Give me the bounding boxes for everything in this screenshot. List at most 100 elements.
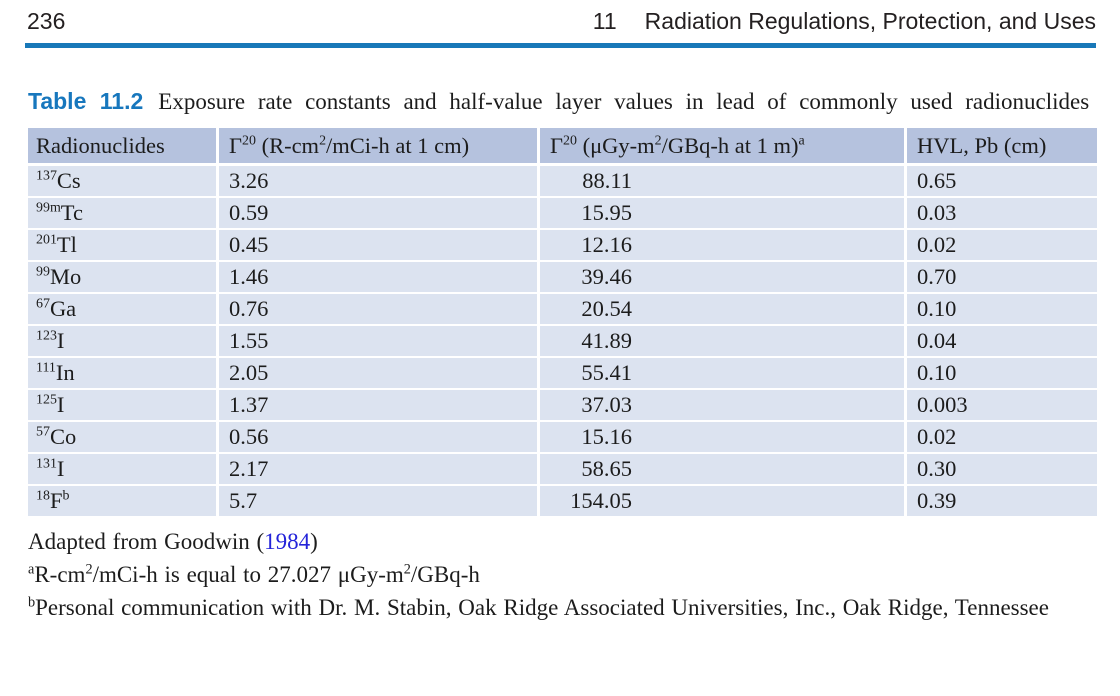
text-run: Tc [60,200,83,225]
text-run: Γ [550,132,564,158]
table-header-row: Radionuclides Γ20 (R-cm2/mCi-h at 1 cm) Γ2… [28,128,1097,166]
table-row: 57Co 0.56 15.16 0.02 [28,422,1097,454]
superscript: 2 [319,133,327,148]
superscript: 2 [85,561,93,578]
gamma-si-value: 41.89 [581,328,632,353]
gamma-si-cell: 39.46 [540,262,907,294]
text-run: (μGy-m [576,132,655,158]
hvl-cell: 0.02 [907,422,1097,454]
hvl-cell: 0.65 [907,166,1097,198]
footnotes: Adapted from Goodwin (1984) aR-cm2/mCi-h … [28,525,1097,624]
superscript: 123 [36,328,57,344]
gamma-si-value: 55.41 [581,360,632,385]
table-row: 67Ga 0.76 20.54 0.10 [28,294,1097,326]
footnote-b: bPersonal communication with Dr. M. Stab… [28,591,1097,624]
superscript: b [62,488,70,504]
gamma-si-value: 88.11 [582,168,632,193]
superscript: a [798,133,805,148]
caption-label: Table 11.2 [28,88,144,114]
table-row: 131I 2.17 58.65 0.30 [28,454,1097,486]
text-run: /GBq-h at 1 m) [661,132,799,158]
table-row: 18Fb 5.7 154.05 0.39 [28,486,1097,518]
text-run: R-cm [34,562,86,587]
gamma-si-cell: 154.05 [540,486,907,518]
gamma-si-cell: 37.03 [540,390,907,422]
nuclide-cell: 67Ga [28,294,219,326]
hvl-cell: 0.70 [907,262,1097,294]
text-run: HVL, Pb (cm) [917,132,1047,158]
citation-link[interactable]: 1984 [264,529,311,554]
gamma-si-cell: 41.89 [540,326,907,358]
table-caption: Table 11.2 Exposure rate constants and ha… [28,85,1097,118]
text-run: F [49,488,63,513]
superscript: 99m [36,200,61,216]
text-run: Ga [49,296,77,321]
table-row: 201Tl 0.45 12.16 0.02 [28,230,1097,262]
hvl-cell: 0.03 [907,198,1097,230]
table-row: 111In 2.05 55.41 0.10 [28,358,1097,390]
caption-text: Exposure rate constants and half-value l… [158,89,1090,114]
text-run: I [56,328,65,353]
hvl-cell: 0.39 [907,486,1097,518]
book-page: 236 11 Radiation Regulations, Protection… [0,8,1120,696]
nuclide-cell: 125I [28,390,219,422]
gamma-si-cell: 58.65 [540,454,907,486]
header-rule [25,43,1096,48]
hvl-cell: 0.04 [907,326,1097,358]
gamma-traditional-cell: 0.59 [219,198,540,230]
text-run: I [56,456,65,481]
page-header: 236 11 Radiation Regulations, Protection… [27,8,1096,35]
superscript: b [28,594,36,611]
superscript: 18 [36,488,50,504]
text-run: /GBq-h [410,562,480,587]
column-header-gamma-si: Γ20 (μGy-m2/GBq-h at 1 m)a [540,128,907,166]
text-run: Γ [229,132,243,158]
nuclide-cell: 57Co [28,422,219,454]
gamma-si-cell: 15.16 [540,422,907,454]
chapter-number: 11 [592,8,617,34]
text-run: Adapted from Goodwin ( [28,529,265,554]
chapter-title: Radiation Regulations, Protection, and U… [644,8,1096,34]
text-run: ) [310,529,318,554]
gamma-si-value: 154.05 [570,488,632,513]
nuclide-cell: 131I [28,454,219,486]
gamma-si-cell: 12.16 [540,230,907,262]
superscript: 99 [36,264,50,280]
gamma-traditional-cell: 2.17 [219,454,540,486]
gamma-traditional-cell: 3.26 [219,166,540,198]
superscript: 111 [36,360,56,376]
text-run: /mCi-h is equal to 27.027 μGy-m [92,562,404,587]
table-row: 123I 1.55 41.89 0.04 [28,326,1097,358]
gamma-traditional-cell: 1.46 [219,262,540,294]
superscript: 67 [36,296,50,312]
nuclide-cell: 123I [28,326,219,358]
text-run: /mCi-h at 1 cm) [326,132,470,158]
gamma-traditional-cell: 0.45 [219,230,540,262]
text-run: Tl [56,232,77,257]
text-run: Co [49,424,77,449]
text-run: I [56,392,65,417]
gamma-si-cell: 20.54 [540,294,907,326]
superscript: 57 [36,424,50,440]
gamma-si-value: 12.16 [581,232,632,257]
text-run: Cs [56,168,81,193]
gamma-si-value: 39.46 [581,264,632,289]
superscript: 201 [36,232,57,248]
superscript: 20 [242,133,256,148]
gamma-traditional-cell: 1.37 [219,390,540,422]
gamma-traditional-cell: 0.76 [219,294,540,326]
radionuclide-table: Radionuclides Γ20 (R-cm2/mCi-h at 1 cm) Γ2… [28,128,1097,518]
hvl-cell: 0.02 [907,230,1097,262]
footnote-source: Adapted from Goodwin (1984) [28,525,1097,558]
column-header-hvl: HVL, Pb (cm) [907,128,1097,166]
footnote-a: aR-cm2/mCi-h is equal to 27.027 μGy-m2/G… [28,558,1097,591]
nuclide-cell: 99mTc [28,198,219,230]
superscript: 131 [36,456,57,472]
page-number: 236 [27,8,66,34]
nuclide-cell: 18Fb [28,486,219,518]
hvl-cell: 0.10 [907,294,1097,326]
gamma-si-value: 15.95 [581,200,632,225]
hvl-cell: 0.10 [907,358,1097,390]
superscript: 20 [563,133,577,148]
text-run: (R-cm [255,132,320,158]
